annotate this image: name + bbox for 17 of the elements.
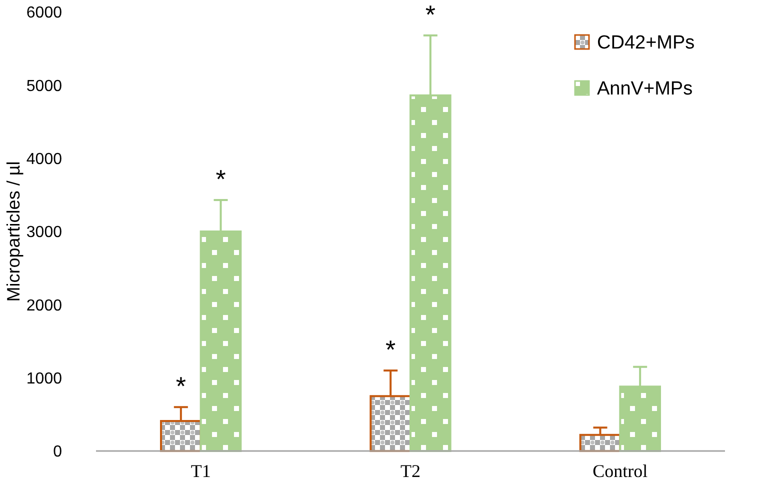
x-tick-label: T1: [190, 461, 211, 481]
x-tick-label: Control: [592, 461, 648, 481]
y-tick-label: 6000: [26, 4, 62, 22]
x-tick-label: T2: [400, 461, 420, 481]
legend-label: CD42+MPs: [597, 32, 695, 54]
annotation: *: [425, 0, 436, 30]
annotation: *: [176, 371, 186, 402]
y-tick-label: 3000: [26, 224, 62, 242]
annotation: *: [386, 334, 396, 365]
legend-label: AnnV+MPs: [597, 78, 693, 100]
y-tick-label: 5000: [26, 78, 62, 95]
y-tick-label: 0: [53, 444, 62, 461]
y-tick-label: 1000: [26, 370, 62, 388]
y-tick-label: 2000: [26, 297, 62, 314]
annotation: *: [216, 164, 226, 194]
y-axis-title: Microparticles / µl: [3, 161, 24, 302]
y-tick-label: 4000: [26, 150, 62, 168]
